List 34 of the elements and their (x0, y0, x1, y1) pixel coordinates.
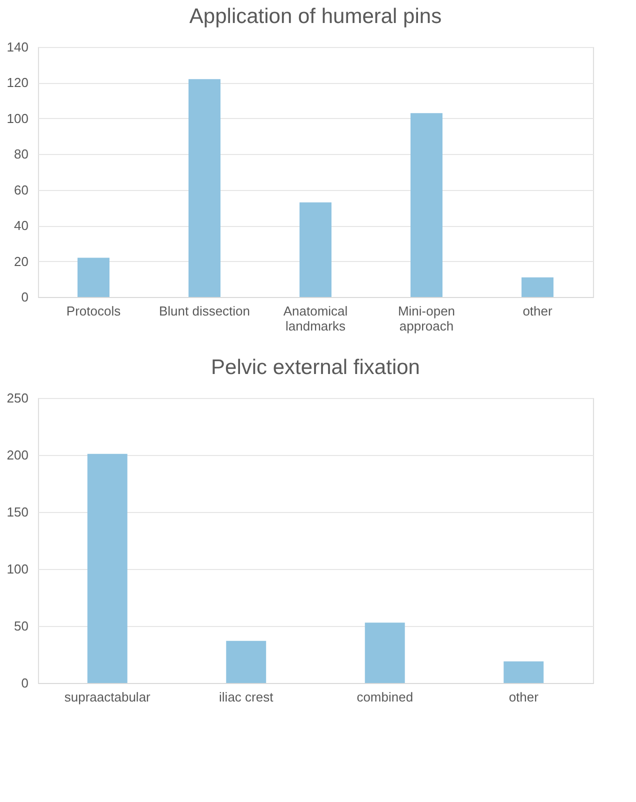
y-tick-label: 50 (14, 618, 28, 634)
y-tick-label: 60 (14, 182, 28, 198)
x-tick-label: Mini-open approach (398, 304, 456, 334)
bar (78, 258, 110, 297)
y-tick-label: 140 (6, 40, 28, 54)
y-tick-label: 80 (14, 146, 28, 162)
y-tick-label: 250 (6, 390, 28, 406)
y-tick-label: 200 (6, 448, 28, 462)
x-tick-label: other (522, 304, 553, 318)
bar (504, 661, 544, 683)
y-tick-label: 120 (6, 75, 28, 90)
y-tick-label: 100 (6, 562, 28, 576)
y-tick-label: 0 (21, 290, 28, 304)
x-tick-label: other (508, 690, 540, 704)
y-tick-label: 150 (6, 504, 28, 520)
x-tick-label: supraactabular (64, 690, 152, 704)
y-tick-label: 20 (14, 254, 28, 269)
x-tick-label: combined (356, 690, 414, 704)
chart-title: Application of humeral pins (189, 5, 442, 28)
x-tick-label: Blunt dissection (158, 304, 250, 318)
y-tick-label: 40 (14, 218, 28, 234)
bar (226, 640, 266, 683)
y-tick-label: 0 (21, 676, 28, 690)
chart-title: Pelvic external fixation (211, 356, 420, 379)
y-tick-label: 100 (6, 110, 28, 126)
bar (410, 113, 442, 297)
bar (300, 202, 332, 297)
x-tick-label: iliac crest (219, 690, 274, 704)
x-tick-label: Protocols (66, 304, 122, 318)
bar (522, 277, 554, 297)
bar (87, 454, 128, 683)
bar (364, 622, 405, 683)
x-tick-label: Anatomical landmarks (283, 304, 348, 334)
bar (188, 79, 220, 297)
